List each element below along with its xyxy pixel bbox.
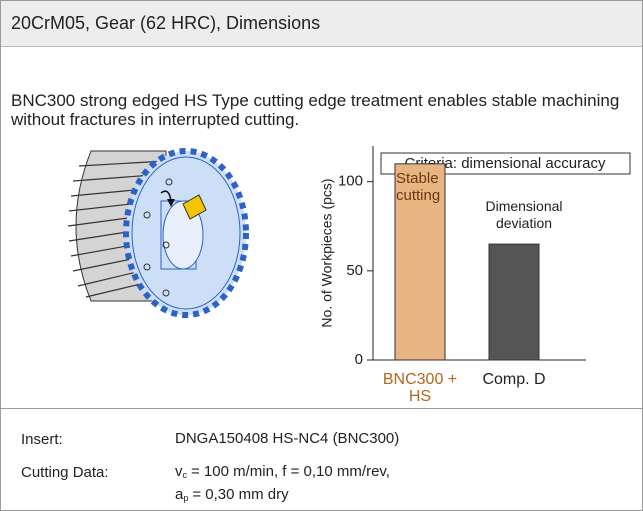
spec-line: ap = 0,30 mm dry	[175, 485, 390, 508]
header: 20CrM05, Gear (62 HRC), Dimensions	[1, 1, 642, 47]
spec-label: Insert:	[21, 431, 63, 448]
y-tick-label: 100	[338, 173, 363, 190]
gear-illustration	[67, 148, 249, 318]
description: BNC300 strong edged HS Type cutting edge…	[11, 91, 620, 129]
spec-value: vc = 100 m/min, f = 0,10 mm/rev, ap = 0,30 …	[175, 462, 390, 508]
figure: Criteria: dimensional accuracy No. of Wo…	[67, 146, 631, 368]
spec-label: Cutting Data:	[21, 464, 109, 481]
y-axis-label: No. of Workpieces (pcs)	[319, 178, 335, 327]
annotation: Stable cutting	[396, 169, 441, 204]
legend: Criteria: dimensional accuracy	[405, 155, 606, 172]
symbol: v	[175, 463, 183, 480]
y-tick-label: 50	[346, 262, 363, 279]
spec-text: = 100 m/min, f = 0,10 mm/rev,	[191, 463, 390, 480]
spec-value: DNGA150408 HS-NC4 (BNC300)	[175, 430, 400, 447]
specs: Insert: DNGA150408 HS-NC4 (BNC300) Cutting…	[1, 408, 642, 503]
x-tick-label: Comp. D	[482, 371, 546, 388]
spec-line: vc = 100 m/min, f = 0,10 mm/rev,	[175, 462, 390, 485]
subscript: c	[182, 470, 188, 480]
bar	[488, 243, 540, 361]
x-tick-label: BNC300 + HS	[382, 371, 458, 405]
title: 20CrM05, Gear (62 HRC), Dimensions	[11, 13, 321, 33]
annotation: Dimensional deviation	[485, 198, 563, 232]
bar	[394, 163, 446, 361]
subscript: p	[183, 493, 189, 503]
symbol: a	[175, 486, 184, 503]
y-tick-label: 0	[355, 351, 363, 368]
spec-text: = 0,30 mm dry	[192, 486, 289, 503]
